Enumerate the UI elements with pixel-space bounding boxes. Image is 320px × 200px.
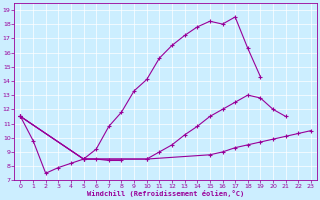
X-axis label: Windchill (Refroidissement éolien,°C): Windchill (Refroidissement éolien,°C)	[87, 190, 244, 197]
